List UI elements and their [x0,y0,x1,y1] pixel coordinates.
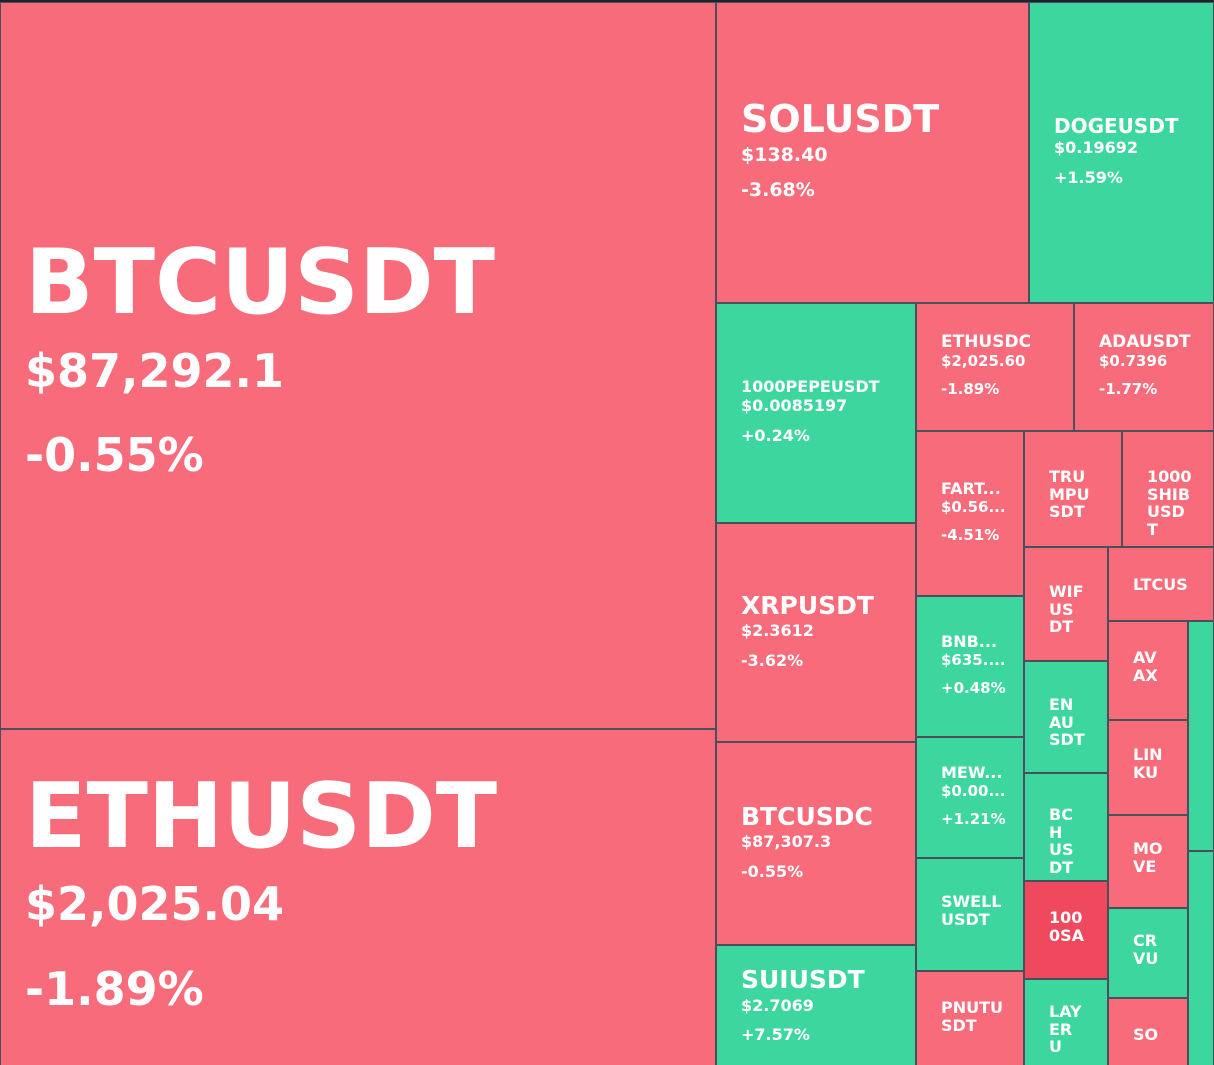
tile-symbol: 1000SHIBUSDT [1147,466,1192,540]
tile-1000shibusdt[interactable]: 1000SHIBUSDT [1122,431,1214,547]
tile-symbol: XRPUSDT [741,590,874,620]
tile-change: -3.68% [741,179,815,202]
tile-moveusdt[interactable]: MOVE [1108,815,1188,908]
tile-price: $87,307.3 [741,832,832,852]
tile-change: +1.59% [1054,167,1123,187]
tile-symbol: AVAX [1133,648,1158,685]
tile-price: $0.00... [941,782,1006,801]
tile-symbol: MOVE [1133,839,1163,876]
tile-btcusdt[interactable]: BTCUSDT $87,292.1 -0.55% [0,2,716,729]
tile-change: -1.77% [1099,379,1158,398]
tile-symbol: BTCUSDT [25,230,496,335]
tile-symbol: SUIUSDT [741,965,865,995]
tile-btcusdc[interactable]: BTCUSDC $87,307.3 -0.55% [716,742,916,945]
tile-symbol: FART... [941,478,1001,498]
tile-ethusdc[interactable]: ETHUSDC $2,025.60 -1.89% [916,303,1074,431]
tile-change: +0.24% [741,425,810,445]
tile-enausdt[interactable]: ENAUSDT [1024,661,1108,773]
tile-ltcusdt[interactable]: LTCUS [1108,547,1214,621]
tile-change: -1.89% [941,379,1000,398]
tile-symbol: PNUTUSDT [941,997,1004,1035]
tile-ethusdt[interactable]: ETHUSDT $2,025.04 -1.89% [0,729,716,1065]
tile-solusdt[interactable]: SOLUSDT $138.40 -3.68% [716,2,1029,303]
tile-price: $2,025.04 [25,877,284,932]
tile-xrpusdt[interactable]: XRPUSDT $2.3612 -3.62% [716,523,916,742]
tile-price: $0.19692 [1054,138,1139,158]
tile-symbol: LINKU [1133,745,1163,782]
tile-symbol: CRVU [1133,930,1159,968]
tile-change: -4.51% [941,525,1000,544]
tile-change: +1.21% [941,809,1006,828]
tile-swellusdt[interactable]: SWELLUSDT [916,858,1024,971]
tile-change: +0.48% [941,678,1006,697]
tile-symbol: WIFUSDT [1049,581,1084,637]
tile-price: $0.7396 [1099,352,1168,371]
tile-bnbusdt[interactable]: BNB... $635.... +0.48% [916,596,1024,737]
tile-crvusdt[interactable]: CRVU [1108,908,1188,998]
tile-symbol: MEW... [941,762,1003,782]
tile-price: $2.3612 [741,621,814,641]
tile-price: $635.... [941,651,1006,670]
tile-price: $0.0085197 [741,396,848,416]
tile-symbol: LTCUS [1133,575,1188,594]
tile-price: $138.40 [741,144,828,167]
tile-dogeusdt[interactable]: DOGEUSDT $0.19692 +1.59% [1029,2,1214,303]
tile-change: +7.57% [741,1025,810,1045]
tile-mewusdt[interactable]: MEW... $0.00... +1.21% [916,737,1024,858]
tile-symbol: BNB... [941,631,998,651]
tile-layerusdt[interactable]: LAYERU [1024,979,1108,1065]
tile-fartcoin[interactable]: FART... $0.56... -4.51% [916,431,1024,596]
tile-symbol: SO [1133,1024,1159,1044]
tile-trumpusdt[interactable]: TRUMPUSDT [1024,431,1122,547]
tile-linkusdt[interactable]: LINKU [1108,720,1188,815]
tile-bchusdt[interactable]: BCHUSDT [1024,773,1108,881]
tile-change: -0.55% [25,428,204,483]
tile-price: $2.7069 [741,995,814,1015]
tile-avaxusdt[interactable]: AVAX [1108,621,1188,720]
tile-symbol: ENAUSDT [1049,694,1085,750]
tile-edge-2[interactable] [1188,851,1214,1065]
tile-symbol: ETHUSDC [941,331,1032,352]
tile-1000pepeusdt[interactable]: 1000PEPEUSDT $0.0085197 +0.24% [716,303,916,523]
tile-symbol: ADAUSDT [1099,331,1191,352]
tile-price: $2,025.60 [941,352,1026,371]
tile-symbol: ETHUSDT [25,763,498,869]
tile-symbol: SWELLUSDT [941,892,1002,929]
tile-1000sats[interactable]: 1000SA [1024,881,1108,979]
tile-symbol: SOLUSDT [741,96,940,141]
tile-wifusdt[interactable]: WIFUSDT [1024,547,1108,661]
tile-price: $0.56... [941,498,1006,517]
tile-edge-1[interactable] [1188,621,1214,851]
tile-change: -0.55% [741,861,804,881]
tile-price: $87,292.1 [25,343,284,398]
tile-symbol: TRUMPUSDT [1049,466,1090,522]
tile-symbol: BTCUSDC [741,801,873,831]
tile-adausdt[interactable]: ADAUSDT $0.7396 -1.77% [1074,303,1214,431]
tile-symbol: BCHUSDT [1049,804,1074,878]
tile-symbol: 1000PEPEUSDT [741,376,880,396]
tile-symbol: DOGEUSDT [1054,113,1179,138]
tile-sousdt[interactable]: SO [1108,998,1188,1065]
tile-change: -1.89% [25,961,204,1016]
tile-symbol: LAYERU [1049,1001,1082,1057]
tile-pnutusdt[interactable]: PNUTUSDT [916,971,1024,1065]
tile-symbol: 1000SA [1049,907,1085,945]
tile-suiusdt[interactable]: SUIUSDT $2.7069 +7.57% [716,945,916,1065]
tile-change: -3.62% [741,650,804,670]
